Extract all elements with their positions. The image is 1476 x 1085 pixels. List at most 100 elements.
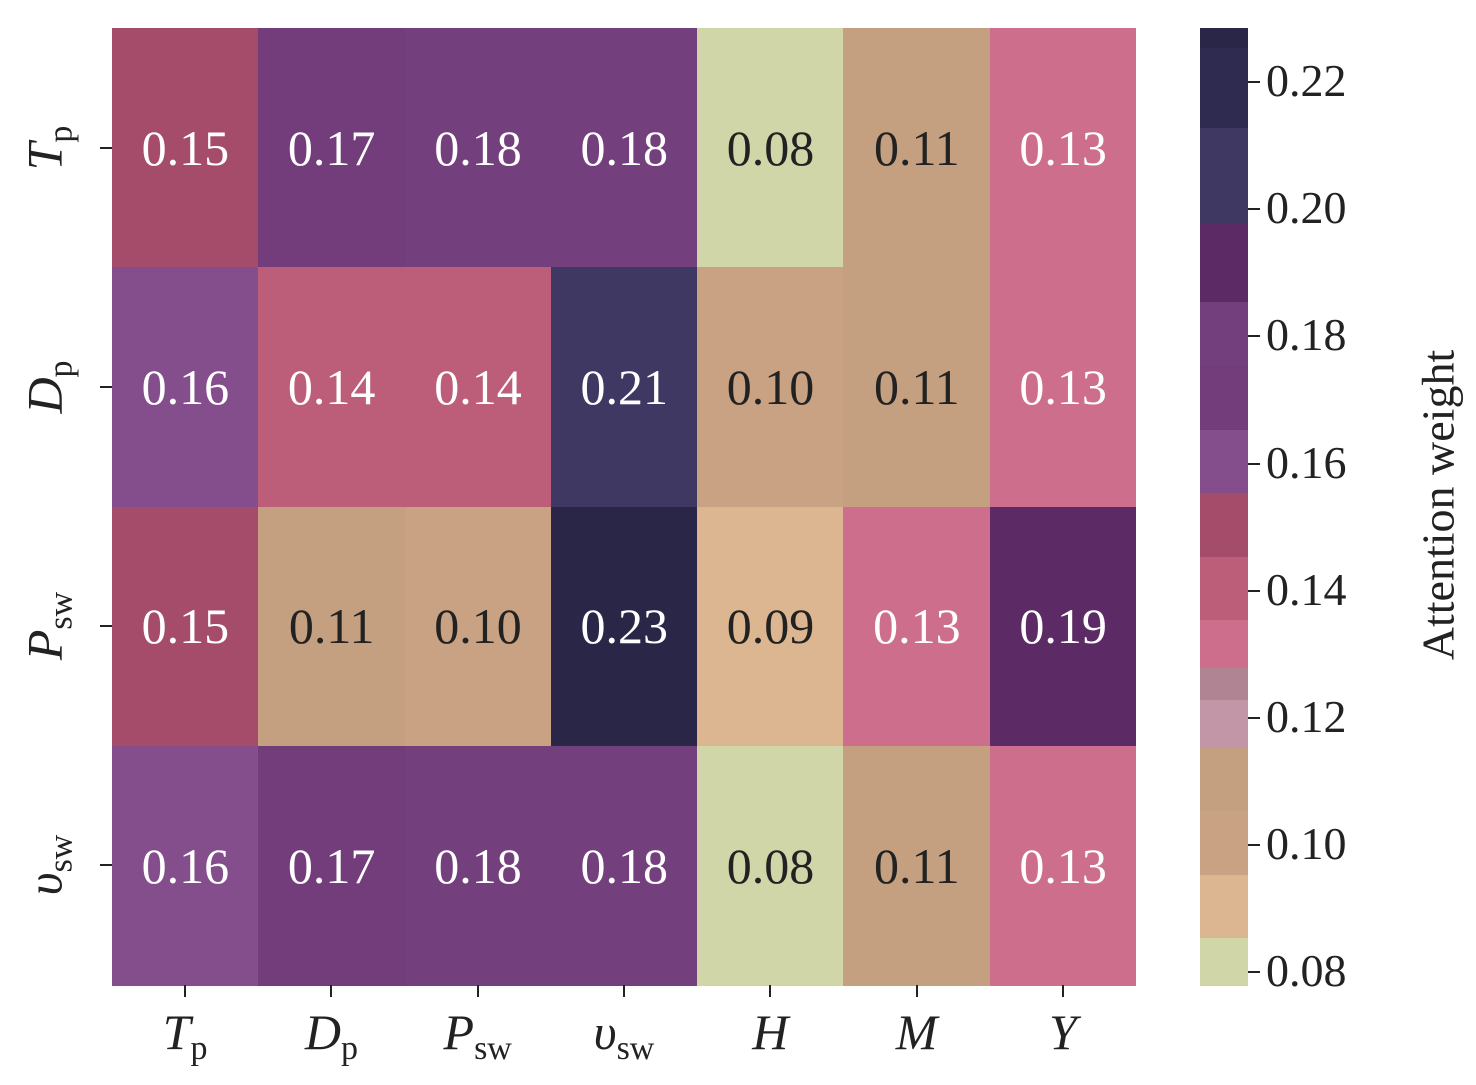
x-tick bbox=[915, 985, 918, 997]
colorbar-segment bbox=[1200, 269, 1248, 287]
colorbar-tick-label: 0.10 bbox=[1266, 818, 1347, 870]
colorbar-segment bbox=[1200, 857, 1248, 875]
colorbar-segment bbox=[1200, 142, 1248, 160]
colorbar-segment bbox=[1200, 810, 1248, 828]
x-tick-label: H bbox=[752, 1004, 789, 1060]
colorbar-segment bbox=[1200, 221, 1248, 239]
colorbar-tick bbox=[1248, 81, 1260, 84]
colorbar-segment bbox=[1200, 762, 1248, 780]
heatmap-cell: 0.08 bbox=[697, 745, 844, 986]
colorbar-tick-label: 0.20 bbox=[1266, 182, 1347, 234]
x-tick-label: Dp bbox=[304, 1004, 358, 1067]
colorbar-segment bbox=[1200, 460, 1248, 478]
colorbar-tick bbox=[1248, 844, 1260, 847]
colorbar-segment bbox=[1200, 953, 1248, 971]
colorbar-tick-label: 0.18 bbox=[1266, 309, 1347, 361]
x-tick-label: Y bbox=[1048, 1004, 1077, 1060]
heatmap-cell: 0.10 bbox=[697, 267, 844, 507]
colorbar-segment bbox=[1200, 317, 1248, 335]
y-tick-label: Psw bbox=[16, 591, 80, 661]
x-tick bbox=[330, 985, 333, 997]
colorbar-segment bbox=[1200, 921, 1248, 939]
y-tick-label: υsw bbox=[16, 835, 80, 896]
colorbar-segment bbox=[1200, 635, 1248, 653]
x-tick-label: υsw bbox=[593, 1004, 655, 1067]
colorbar-segment bbox=[1200, 937, 1248, 955]
heatmap-cell: 0.08 bbox=[697, 28, 844, 268]
heatmap-cell: 0.23 bbox=[550, 506, 698, 747]
colorbar-tick-label: 0.16 bbox=[1266, 436, 1347, 488]
colorbar-segment bbox=[1200, 889, 1248, 907]
heatmap-cell: 0.18 bbox=[404, 745, 552, 986]
colorbar-tick bbox=[1248, 335, 1260, 338]
colorbar-label: Attention weight bbox=[1412, 349, 1464, 661]
x-tick bbox=[623, 985, 625, 997]
colorbar-segment bbox=[1200, 826, 1248, 843]
colorbar-segment bbox=[1200, 285, 1248, 303]
heatmap-cell: 0.11 bbox=[843, 745, 991, 986]
colorbar-tick bbox=[1248, 716, 1260, 719]
heatmap-cell: 0.15 bbox=[112, 28, 259, 268]
heatmap-cell: 0.09 bbox=[697, 506, 844, 747]
heatmap-cell: 0.13 bbox=[989, 745, 1137, 986]
heatmap-cell: 0.11 bbox=[843, 267, 991, 507]
colorbar-segment bbox=[1200, 651, 1248, 669]
heatmap-cell: 0.13 bbox=[989, 267, 1137, 507]
x-tick-label: Psw bbox=[443, 1004, 512, 1067]
colorbar-segment bbox=[1200, 62, 1248, 80]
colorbar-segment bbox=[1200, 603, 1248, 621]
colorbar-tick bbox=[1248, 208, 1260, 211]
heatmap-cell: 0.17 bbox=[258, 28, 406, 268]
colorbar-segment bbox=[1200, 571, 1248, 589]
heatmap-cell: 0.14 bbox=[258, 267, 406, 507]
x-tick bbox=[1061, 985, 1064, 997]
x-tick bbox=[476, 985, 479, 997]
colorbar-segment bbox=[1200, 969, 1248, 986]
colorbar-segment bbox=[1200, 667, 1248, 684]
colorbar-segment bbox=[1200, 412, 1248, 430]
x-tick bbox=[184, 985, 187, 997]
colorbar-segment bbox=[1200, 253, 1248, 271]
colorbar-segment bbox=[1200, 873, 1248, 891]
colorbar-segment bbox=[1200, 237, 1248, 255]
colorbar-segment bbox=[1200, 841, 1248, 859]
colorbar-segment bbox=[1200, 714, 1248, 732]
y-tick bbox=[100, 625, 112, 628]
colorbar-segment bbox=[1200, 47, 1248, 64]
colorbar-segment bbox=[1200, 905, 1248, 923]
colorbar-tick bbox=[1248, 589, 1260, 592]
heatmap-cell: 0.18 bbox=[550, 745, 698, 986]
heatmap-cell: 0.18 bbox=[550, 28, 698, 268]
heatmap-cell: 0.16 bbox=[112, 267, 259, 507]
colorbar-segment bbox=[1200, 206, 1248, 223]
heatmap-cell: 0.17 bbox=[258, 745, 406, 986]
colorbar-segment bbox=[1200, 333, 1248, 351]
colorbar-segment bbox=[1200, 476, 1248, 494]
colorbar-tick-label: 0.08 bbox=[1266, 945, 1347, 997]
colorbar-segment bbox=[1200, 94, 1248, 112]
colorbar-segment bbox=[1200, 794, 1248, 812]
colorbar-segment bbox=[1200, 746, 1248, 764]
colorbar-segment bbox=[1200, 110, 1248, 128]
colorbar-segment bbox=[1200, 778, 1248, 796]
heatmap-cell: 0.16 bbox=[112, 745, 259, 986]
heatmap-cell: 0.14 bbox=[404, 267, 552, 507]
colorbar-segment bbox=[1200, 619, 1248, 637]
heatmap-cell: 0.11 bbox=[843, 28, 991, 268]
x-tick-label: Tp bbox=[162, 1004, 208, 1067]
y-tick-label: Tp bbox=[16, 125, 80, 171]
colorbar-segment bbox=[1200, 730, 1248, 748]
colorbar-segment bbox=[1200, 682, 1248, 700]
y-tick-label: Dp bbox=[16, 360, 80, 414]
colorbar-segment bbox=[1200, 78, 1248, 96]
colorbar-segment bbox=[1200, 28, 1248, 45]
colorbar-segment bbox=[1200, 587, 1248, 605]
colorbar-segment bbox=[1200, 301, 1248, 319]
colorbar-segment bbox=[1200, 174, 1248, 192]
heatmap-cell: 0.11 bbox=[258, 506, 406, 747]
y-tick bbox=[100, 385, 112, 388]
colorbar-tick-label: 0.12 bbox=[1266, 690, 1347, 742]
colorbar-segment bbox=[1200, 190, 1248, 208]
y-tick bbox=[100, 864, 112, 867]
